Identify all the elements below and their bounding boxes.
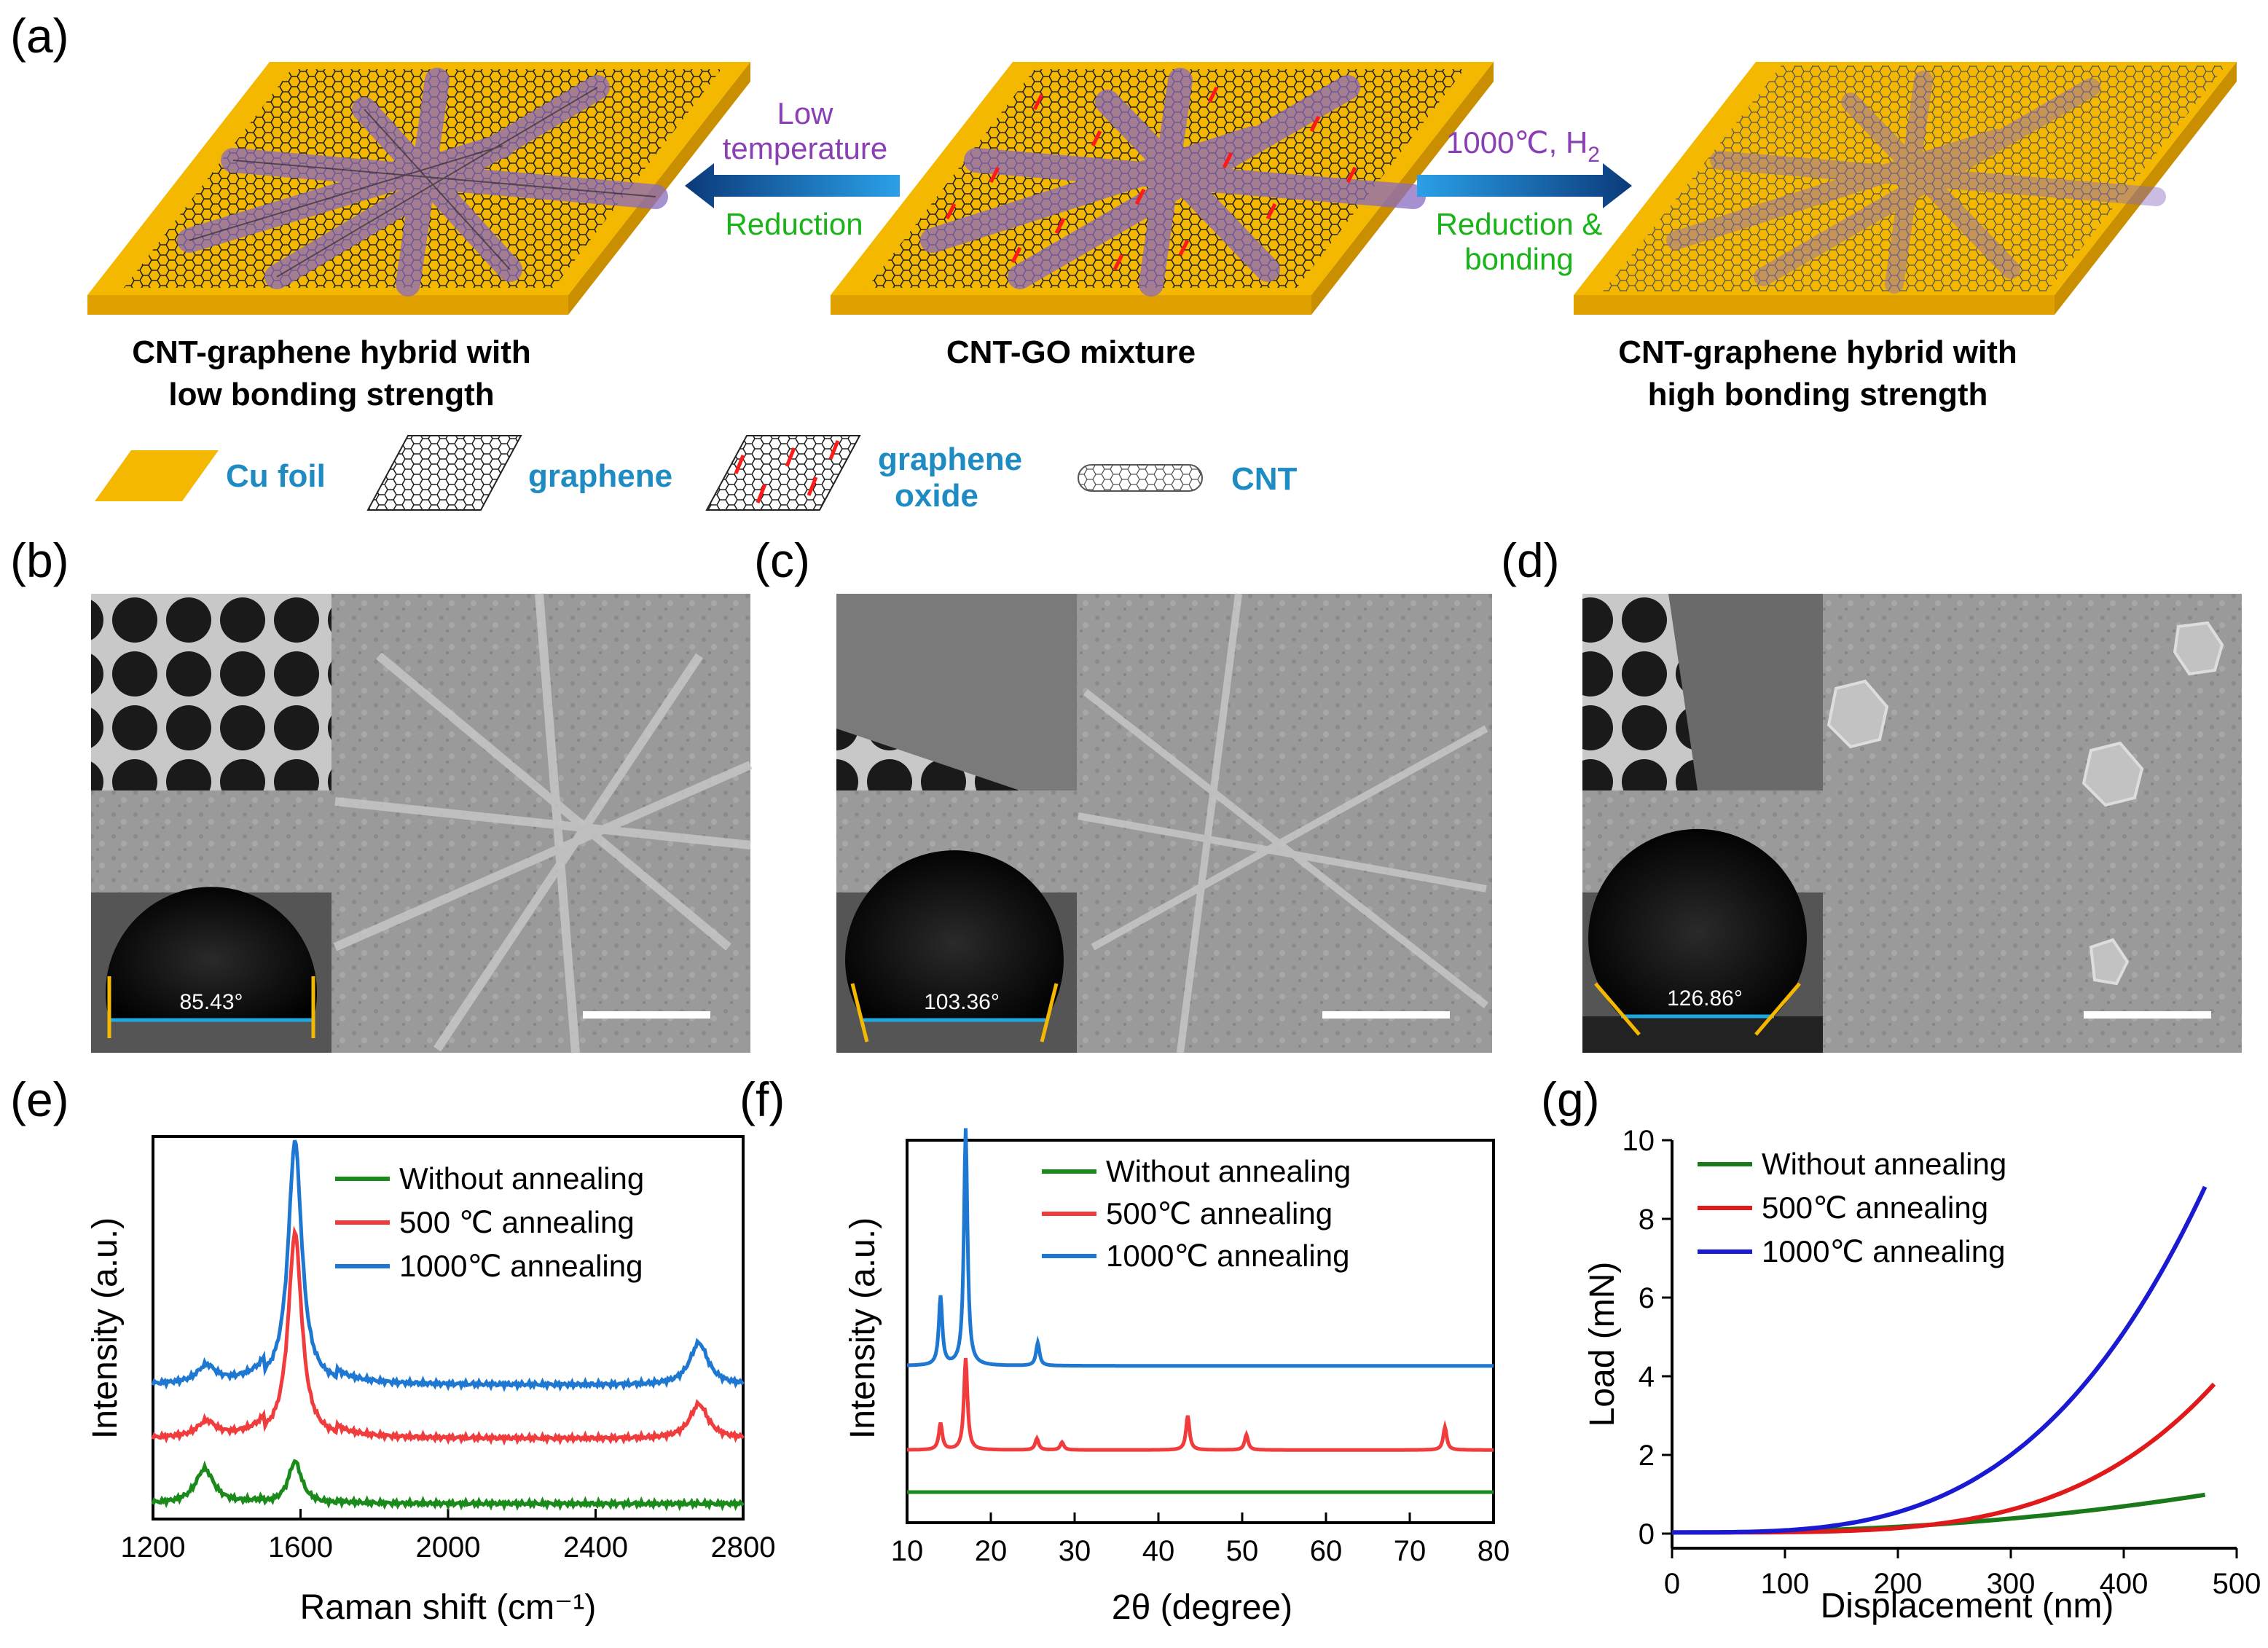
contact-angle-d: 126.86°: [1667, 986, 1743, 1011]
chart-xrd: 10 20 30 40 50 60 70 80 2θ (degree) Intensity (a.…: [844, 1128, 1510, 1627]
e-xtick-label: 2000: [416, 1531, 481, 1563]
f-ylabel: Intensity (a.u.): [844, 1217, 882, 1439]
sem-image-d: [1582, 594, 2242, 1053]
e-xtick-label: 2400: [563, 1531, 628, 1563]
g-xtick-label: 400: [2100, 1568, 2149, 1600]
e-series-line: [151, 1459, 745, 1512]
contact-angle-b: 85.43°: [179, 990, 243, 1014]
g-xtick-label: 300: [1987, 1568, 2036, 1600]
arrow-left: [685, 163, 900, 208]
f-frame: [906, 1139, 1495, 1524]
right-caption-1: CNT-graphene hybrid with: [1618, 334, 2017, 370]
left-caption-2: low bonding strength: [168, 377, 494, 412]
panel-label-c: (c): [754, 533, 810, 587]
left-arrow-text-3: Reduction: [725, 207, 863, 241]
cu-foil-icon: [95, 450, 219, 501]
contact-angle-c: 103.36°: [924, 990, 1000, 1014]
g-legend-label: 1000℃ annealing: [1762, 1234, 2005, 1268]
sem-image-c: [836, 593, 1492, 1053]
g-ytick-label: 0: [1639, 1518, 1655, 1550]
legend-graphene-oxide-1: graphene: [878, 442, 1022, 477]
f-xtick-label: 30: [1059, 1535, 1091, 1567]
panel-label-g: (g): [1541, 1072, 1600, 1126]
e-legend-label: Without annealing: [399, 1161, 644, 1196]
right-caption-2: high bonding strength: [1648, 377, 1988, 412]
sem-image-b: [91, 593, 753, 1053]
sem-inset-b-holes: [91, 594, 331, 790]
g-legend-label: 500℃ annealing: [1762, 1190, 1988, 1225]
g-xtick-label: 200: [1874, 1568, 1923, 1600]
e-series-line: [151, 1225, 745, 1446]
f-legend-label: 1000℃ annealing: [1106, 1239, 1349, 1273]
panel-label-f: (f): [739, 1072, 785, 1126]
legend-graphene-oxide-2: oxide: [895, 478, 978, 514]
right-arrow-text-3: bonding: [1464, 242, 1573, 276]
cu-slab-left: [87, 62, 750, 315]
cu-slab-right: [1574, 62, 2237, 315]
g-xtick-label: 500: [2213, 1568, 2261, 1600]
g-series-line: [1672, 1185, 2208, 1535]
legend-graphene: graphene: [528, 458, 672, 494]
f-legend-label: 500℃ annealing: [1106, 1196, 1333, 1231]
right-arrow-sub: 2: [1588, 143, 1600, 167]
f-series-line: [906, 1128, 1494, 1368]
f-xtick-label: 70: [1394, 1535, 1427, 1567]
f-xtick-label: 10: [891, 1535, 924, 1567]
e-legend-label: 500 ℃ annealing: [399, 1205, 635, 1239]
f-xtick-label: 60: [1310, 1535, 1343, 1567]
g-series-line: [1672, 1492, 2206, 1535]
e-ylabel: Intensity (a.u.): [86, 1217, 125, 1439]
g-series-line: [1672, 1382, 2216, 1535]
legend-cnt: CNT: [1231, 461, 1298, 497]
f-legend-label: Without annealing: [1106, 1154, 1351, 1188]
cnt-icon: [1078, 464, 1203, 492]
left-caption-1: CNT-graphene hybrid with: [132, 334, 531, 370]
g-xtick-label: 100: [1761, 1568, 1810, 1600]
g-xtick-label: 0: [1664, 1568, 1680, 1600]
chart-raman: 1200 1600 2000 2400 2800 Raman shift (cm⁻¹) In…: [86, 1135, 776, 1627]
e-xtick-label: 1600: [268, 1531, 333, 1563]
panel-label-e: (e): [10, 1072, 69, 1126]
right-arrow-text-1: 1000℃, H2: [1446, 125, 1600, 167]
f-xtick-label: 50: [1226, 1535, 1259, 1567]
panel-label-a: (a): [10, 9, 69, 63]
right-arrow-temp: 1000℃, H: [1446, 125, 1588, 160]
f-xtick-label: 20: [975, 1535, 1008, 1567]
f-series-line: [907, 1357, 1494, 1452]
g-ytick-label: 2: [1639, 1440, 1655, 1472]
graphene-oxide-icon: [705, 435, 861, 511]
e-xtick-label: 1200: [121, 1531, 186, 1563]
g-ytick-label: 10: [1622, 1125, 1655, 1157]
arrow-right: [1417, 163, 1632, 208]
g-xlabel: Displacement (nm): [1821, 1587, 2114, 1625]
left-arrow-text-2: temperature: [723, 131, 887, 165]
f-xtick-label: 40: [1142, 1535, 1175, 1567]
e-legend-label: 1000℃ annealing: [399, 1249, 643, 1283]
center-caption: CNT-GO mixture: [946, 334, 1196, 370]
g-legend-label: Without annealing: [1762, 1147, 2006, 1181]
cu-slab-center: [831, 62, 1494, 315]
graphene-icon: [366, 435, 522, 511]
panel-label-d: (d): [1501, 533, 1560, 587]
g-ytick-label: 6: [1639, 1282, 1655, 1314]
g-ytick-label: 8: [1639, 1204, 1655, 1236]
g-ylabel: Load (mN): [1583, 1262, 1622, 1427]
f-xlabel: 2θ (degree): [1112, 1588, 1292, 1627]
f-xtick-label: 80: [1478, 1535, 1510, 1567]
legend-cu-foil: Cu foil: [226, 458, 326, 494]
e-series-line: [151, 1139, 745, 1392]
g-ytick-label: 4: [1639, 1361, 1655, 1393]
panel-label-b: (b): [10, 533, 69, 587]
e-xlabel: Raman shift (cm⁻¹): [300, 1588, 597, 1627]
left-arrow-text-1: Low: [777, 96, 833, 130]
chart-load-displacement: 0 100 200 300 400 500 0 2 4 6 8 10 Displacement (nm)…: [1583, 1125, 2261, 1625]
e-xtick-label: 2800: [711, 1531, 776, 1563]
right-arrow-text-2: Reduction &: [1436, 207, 1603, 241]
